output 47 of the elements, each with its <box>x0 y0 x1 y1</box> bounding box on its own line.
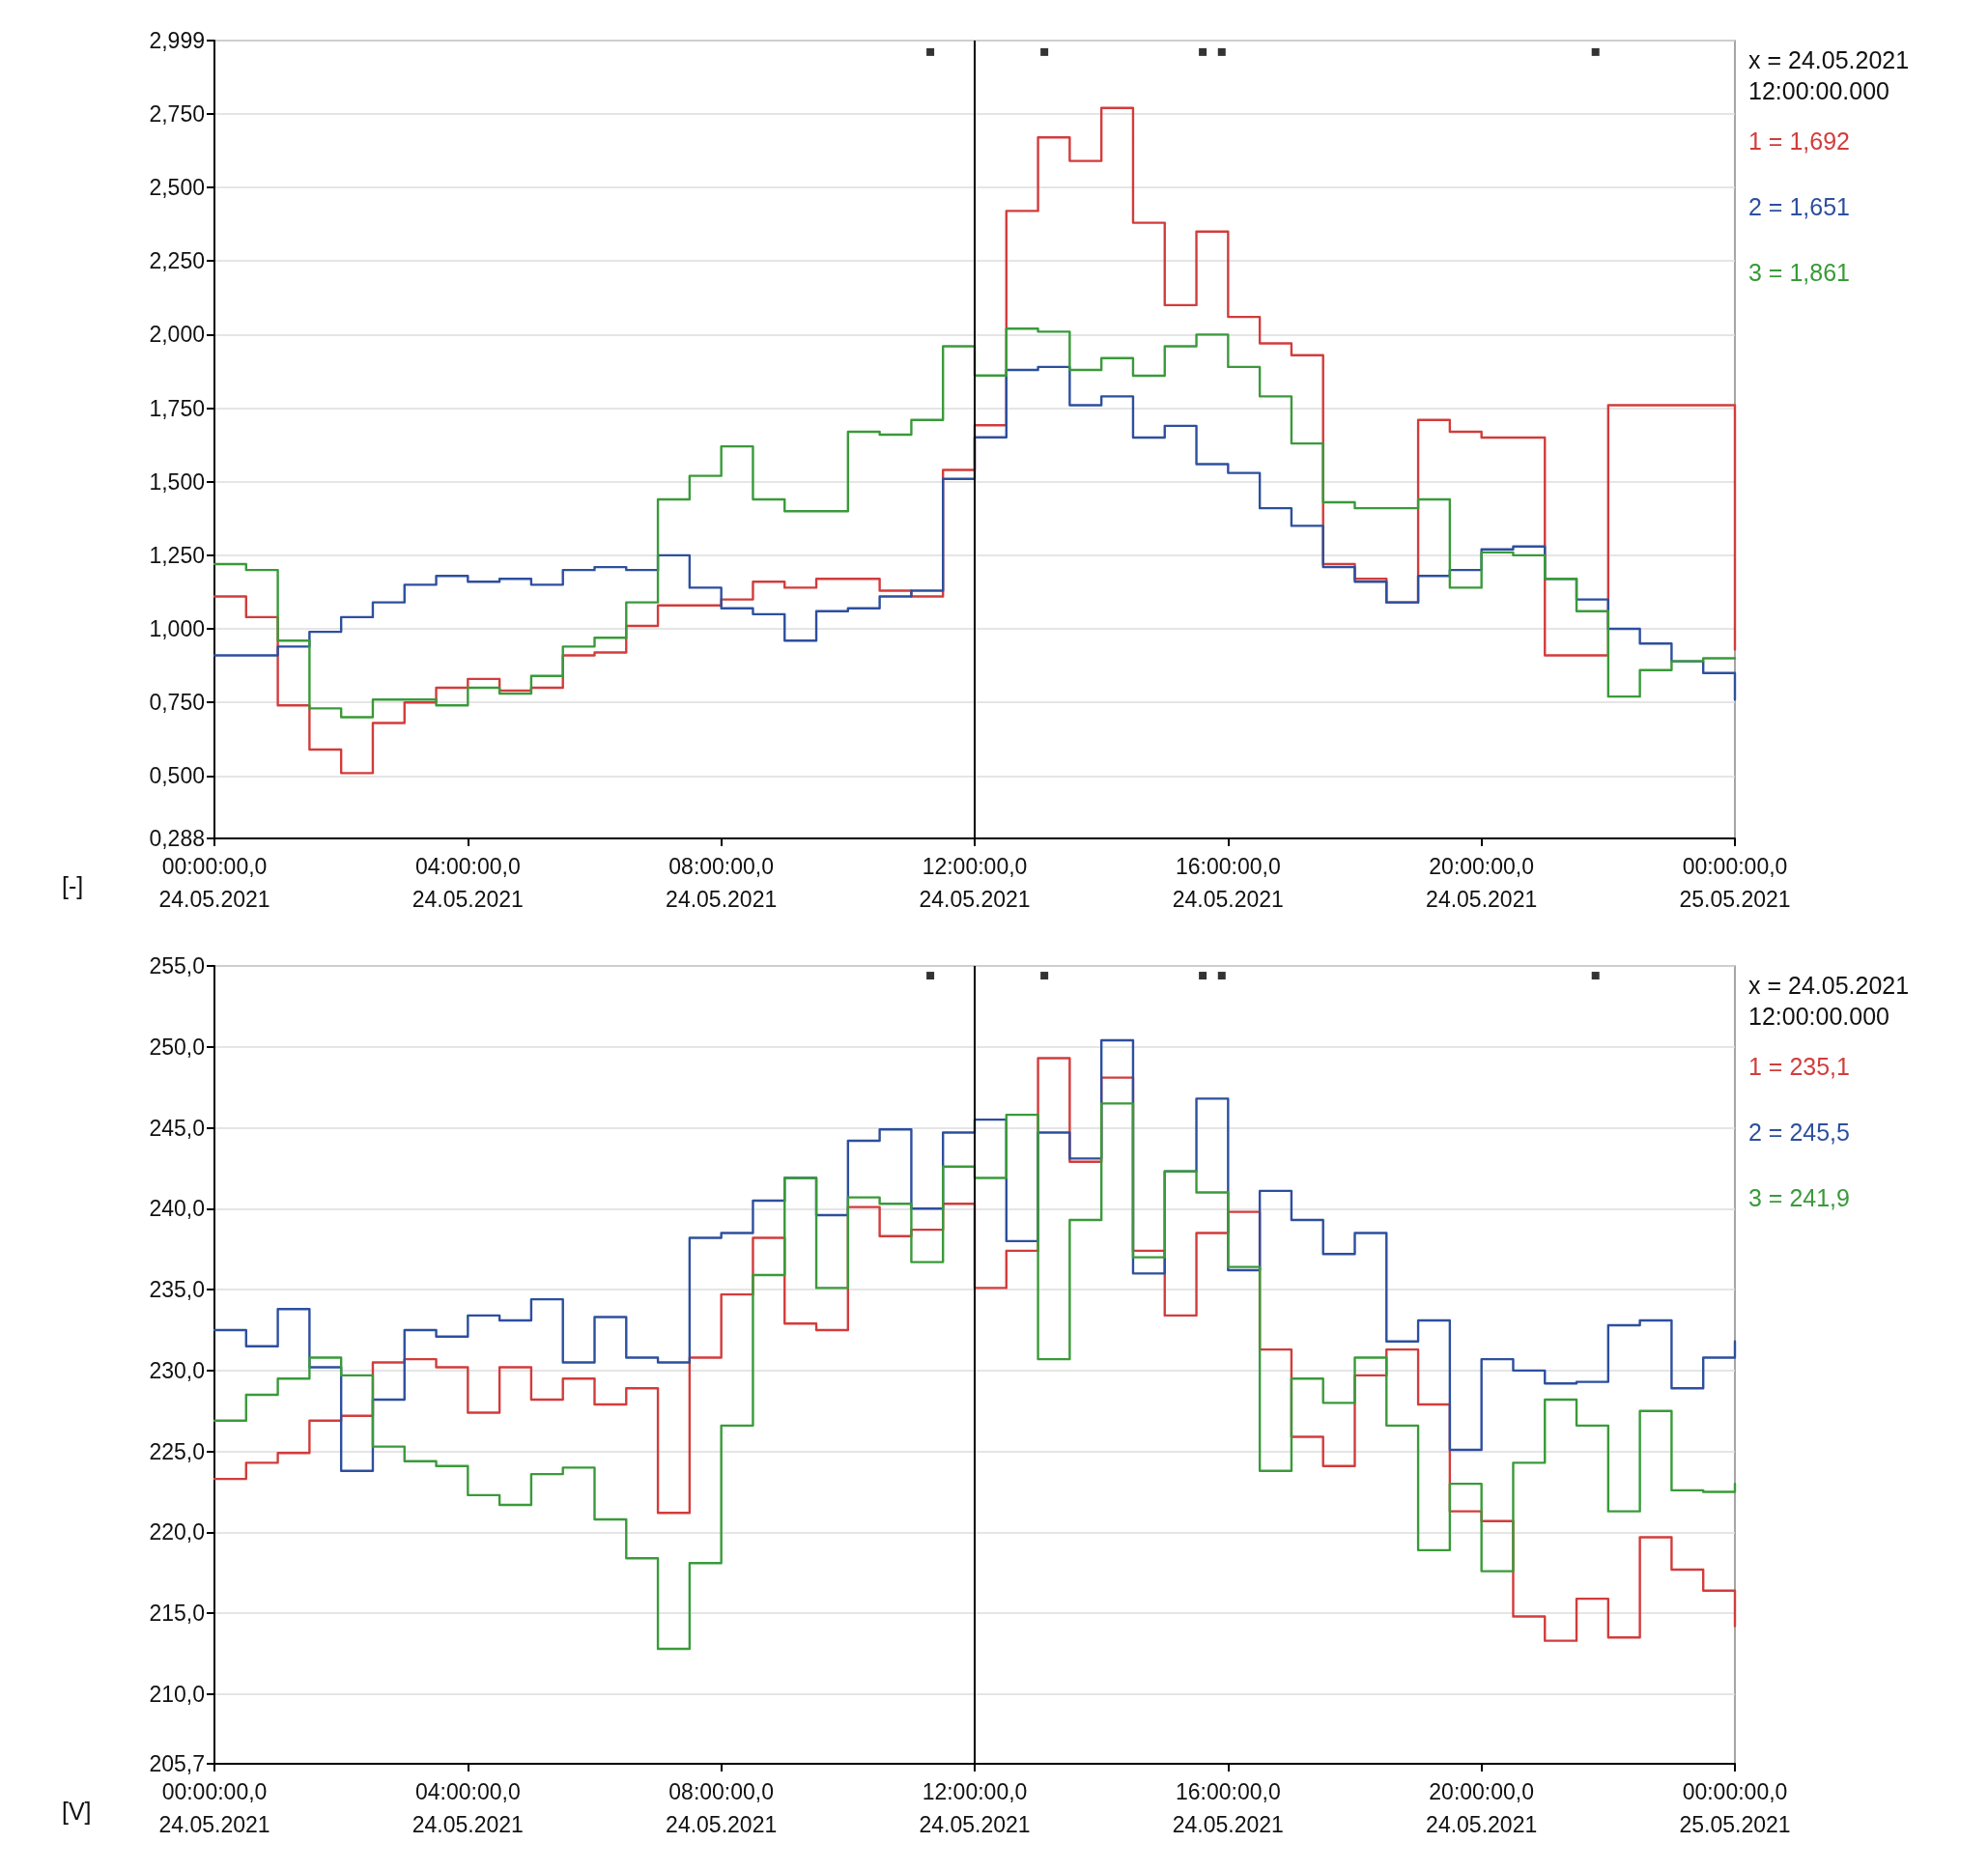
y-tick-label: 2,500 <box>149 175 205 201</box>
y-tick-label: 2,750 <box>149 100 205 127</box>
y-tick-label: 0,500 <box>149 763 205 789</box>
y-tick-label: 235,0 <box>149 1277 205 1303</box>
x-tick-label: 12:00:00,0 24.05.2021 <box>919 1779 1031 1837</box>
y-tick-label: 1,750 <box>149 395 205 421</box>
x-tick-label: 04:00:00,0 24.05.2021 <box>412 854 524 912</box>
y-axis-title: [-] <box>62 871 84 899</box>
x-tick-label: 00:00:00,0 24.05.2021 <box>158 1779 270 1837</box>
x-tick-label: 12:00:00,0 24.05.2021 <box>919 854 1031 912</box>
y-tick-label: 1,250 <box>149 542 205 568</box>
y-tick-label: 255,0 <box>149 953 205 978</box>
text: x = 24.05.2021 12:00:00.000 <box>1748 46 1910 104</box>
y-tick-label: 2,000 <box>149 322 205 348</box>
x-tick-label: 16:00:00,0 24.05.2021 <box>1172 1779 1284 1837</box>
y-tick-label: 205,7 <box>149 1751 205 1776</box>
x-tick-label: 08:00:00,0 24.05.2021 <box>666 1779 778 1837</box>
text: 1 = 235,1 <box>1748 1053 1850 1080</box>
y-tick-label: 230,0 <box>149 1357 205 1383</box>
y-tick-label: 225,0 <box>149 1438 205 1464</box>
text: 3 = 1,861 <box>1748 259 1850 286</box>
x-tick-label: 08:00:00,0 24.05.2021 <box>666 854 778 912</box>
x-tick-label: 00:00:00,0 24.05.2021 <box>158 854 270 912</box>
y-tick-label: 215,0 <box>149 1601 205 1627</box>
y-tick-label: 210,0 <box>149 1681 205 1707</box>
text: 3 = 241,9 <box>1748 1184 1850 1211</box>
y-tick-label: 1,500 <box>149 468 205 495</box>
text: 2 = 245,5 <box>1748 1119 1850 1146</box>
x-tick-label: 16:00:00,0 24.05.2021 <box>1172 854 1284 912</box>
text: x = 24.05.2021 12:00:00.000 <box>1748 972 1910 1030</box>
text: 2 = 1,651 <box>1748 193 1850 220</box>
y-tick-label: 0,750 <box>149 690 205 716</box>
y-tick-label: 220,0 <box>149 1519 205 1545</box>
x-tick-label: 00:00:00,0 25.05.2021 <box>1679 1779 1791 1837</box>
y-tick-label: 1,000 <box>149 616 205 642</box>
y-tick-label: 2,999 <box>149 28 205 53</box>
x-tick-label: 20:00:00,0 24.05.2021 <box>1426 854 1538 912</box>
y-tick-label: 240,0 <box>149 1196 205 1222</box>
x-tick-label: 20:00:00,0 24.05.2021 <box>1426 1779 1538 1837</box>
y-tick-label: 0,288 <box>149 826 205 851</box>
x-tick-label: 04:00:00,0 24.05.2021 <box>412 1779 524 1837</box>
y-tick-label: 245,0 <box>149 1115 205 1141</box>
x-tick-label: 00:00:00,0 25.05.2021 <box>1679 854 1791 912</box>
y-tick-label: 2,250 <box>149 248 205 274</box>
y-tick-label: 250,0 <box>149 1034 205 1060</box>
text: 1 = 1,692 <box>1748 128 1850 155</box>
y-axis-title: [V] <box>62 1797 92 1825</box>
